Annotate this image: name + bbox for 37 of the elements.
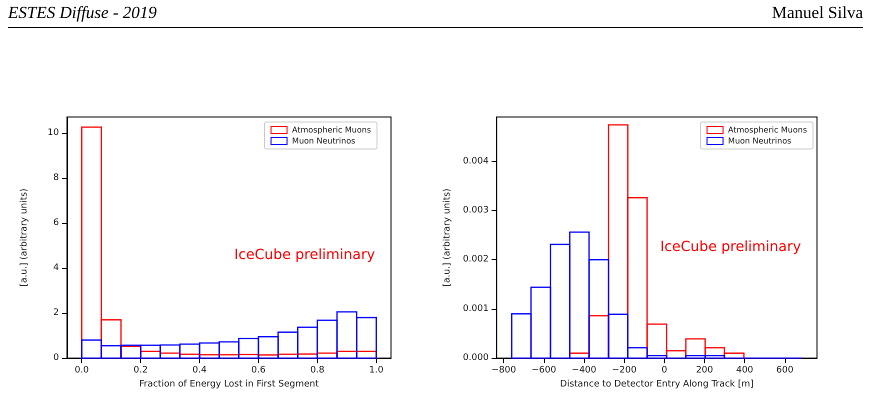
x-tick-label: 600 xyxy=(776,366,794,376)
x-tick-label: −200 xyxy=(612,366,637,376)
annotation: IceCube preliminary xyxy=(234,247,376,263)
y-tick-label: 2 xyxy=(53,308,59,318)
annotation: IceCube preliminary xyxy=(660,239,802,255)
y-tick-label: 0.000 xyxy=(462,353,489,364)
y-tick-label: 10 xyxy=(48,128,60,138)
legend-label: Muon Neutrinos xyxy=(728,136,792,146)
y-tick-label: 6 xyxy=(53,218,60,228)
x-tick-label: 0.2 xyxy=(133,366,148,376)
legend-label: Muon Neutrinos xyxy=(292,136,356,146)
x-tick-label: 0.4 xyxy=(192,366,207,376)
x-tick-label: −800 xyxy=(491,366,516,376)
y-axis-title: [a.u.] (arbitrary units) xyxy=(20,188,30,287)
x-axis-title: Distance to Detector Entry Along Track [m] xyxy=(560,380,754,390)
y-tick-label: 0.004 xyxy=(462,156,489,166)
y-tick-label: 8 xyxy=(53,172,60,183)
x-tick-label: 0.8 xyxy=(310,366,325,376)
chart-title: ESTES Diffuse - 2019 xyxy=(8,3,157,23)
y-tick-label: 0 xyxy=(53,353,60,364)
chart-title: Manuel Silva xyxy=(772,3,863,23)
x-tick-label: 1.0 xyxy=(369,366,384,376)
x-tick-label: 0.0 xyxy=(74,366,90,376)
y-tick-label: 4 xyxy=(53,262,60,273)
y-tick-label: 0.001 xyxy=(462,304,489,314)
x-tick-label: 200 xyxy=(696,366,714,376)
x-axis-title: Fraction of Energy Lost in First Segment xyxy=(139,380,320,390)
x-tick-label: 400 xyxy=(736,366,754,376)
x-tick-label: 0.6 xyxy=(251,366,266,376)
y-tick-label: 0.002 xyxy=(462,254,489,265)
legend-label: Atmospheric Muons xyxy=(728,126,807,134)
y-tick-label: 0.003 xyxy=(462,205,489,216)
x-tick-label: 0 xyxy=(661,366,668,376)
y-axis-title: [a.u.] (arbitrary units) xyxy=(442,188,452,287)
x-tick-label: −600 xyxy=(531,366,556,376)
legend-label: Atmospheric Muons xyxy=(292,126,371,134)
x-tick-label: −400 xyxy=(572,366,597,376)
